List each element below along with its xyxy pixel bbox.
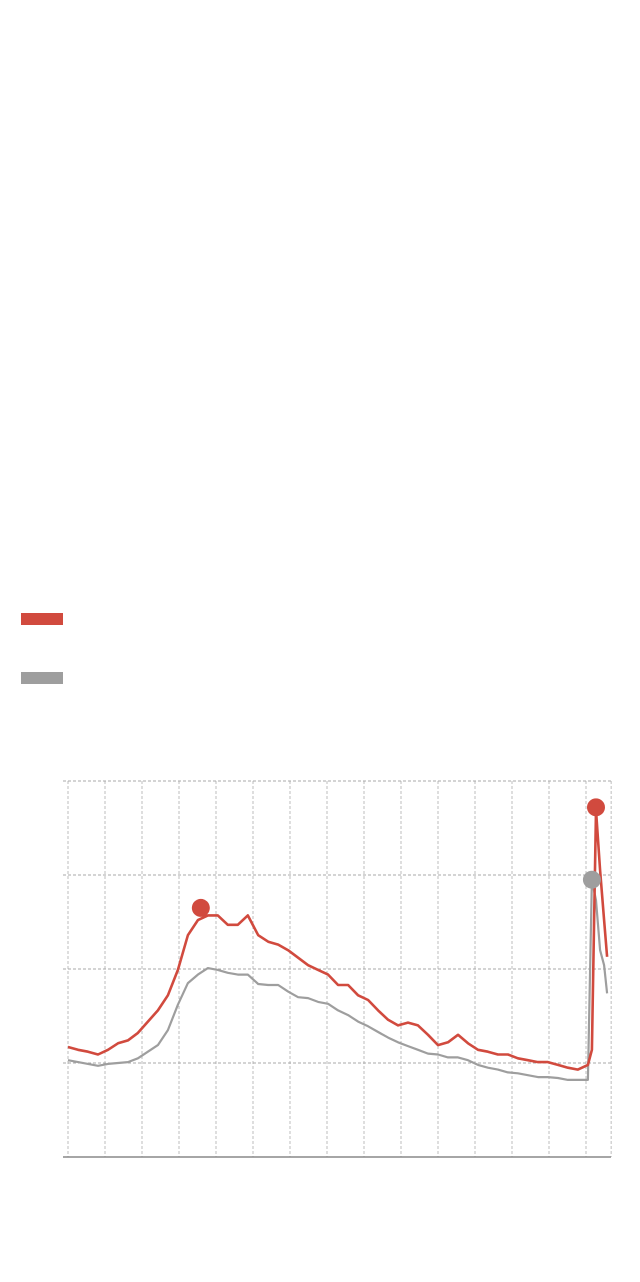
peak-marker-gray [582, 870, 601, 889]
series-line-gray [67, 878, 609, 1081]
peak-marker-red [586, 798, 605, 817]
series-line-red [67, 808, 609, 1071]
peak-marker-red [191, 898, 210, 917]
legend-swatch-red [21, 613, 63, 625]
legend-swatch-gray [21, 672, 63, 684]
